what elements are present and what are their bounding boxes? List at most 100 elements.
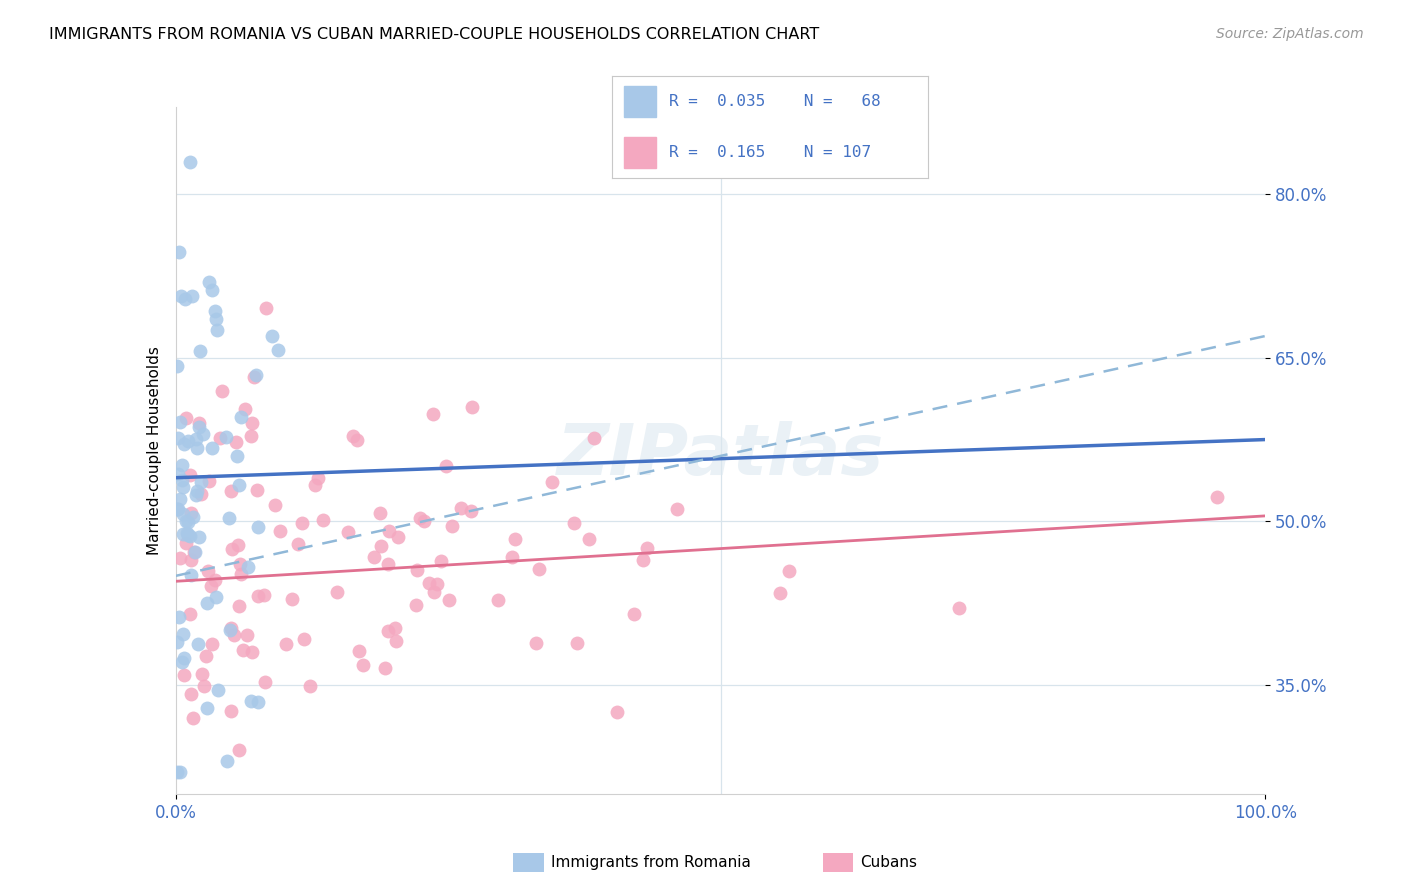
Text: R =  0.035    N =   68: R = 0.035 N = 68 (669, 94, 880, 109)
Point (412, 515, 434, 529)
Point (304, 477, 326, 491)
Point (167, 610, 190, 624)
Point (221, 541, 243, 556)
Point (166, 501, 188, 516)
Point (370, 507, 392, 521)
Point (200, 579, 222, 593)
Point (188, 420, 211, 434)
Point (176, 528, 198, 542)
Point (188, 530, 211, 544)
Point (201, 442, 224, 456)
Point (201, 283, 224, 297)
Point (240, 428, 263, 442)
Point (166, 501, 188, 516)
Point (195, 700, 218, 714)
Text: Immigrants from Romania: Immigrants from Romania (551, 855, 751, 870)
Point (190, 343, 212, 358)
Text: R =  0.165    N = 107: R = 0.165 N = 107 (669, 145, 870, 161)
Point (347, 643, 370, 657)
Point (582, 431, 605, 445)
Point (263, 498, 285, 512)
Point (174, 514, 197, 528)
Point (253, 675, 276, 690)
Point (208, 431, 231, 445)
Point (228, 743, 250, 757)
Point (179, 154, 201, 169)
Point (276, 637, 298, 651)
Point (247, 695, 270, 709)
Point (228, 599, 250, 614)
Point (215, 429, 238, 443)
Point (578, 532, 600, 546)
Point (240, 644, 263, 658)
Point (1206, 490, 1229, 504)
Point (205, 323, 228, 337)
Point (269, 524, 291, 539)
Point (226, 450, 249, 464)
Point (180, 687, 202, 701)
Point (226, 538, 249, 552)
Point (174, 292, 197, 306)
Point (186, 432, 208, 446)
Point (422, 584, 444, 599)
Point (434, 458, 457, 473)
Point (636, 541, 658, 556)
Point (166, 765, 188, 780)
Point (337, 524, 360, 539)
Point (363, 550, 385, 565)
Point (201, 637, 224, 651)
Point (665, 502, 688, 516)
Text: Source: ZipAtlas.com: Source: ZipAtlas.com (1216, 27, 1364, 41)
Point (778, 564, 800, 578)
Text: Cubans: Cubans (860, 855, 918, 870)
Point (342, 429, 364, 443)
Point (378, 524, 401, 539)
Point (211, 384, 233, 399)
Point (228, 478, 250, 492)
Point (633, 553, 655, 567)
Point (172, 627, 194, 641)
Point (167, 244, 190, 259)
Point (181, 510, 204, 524)
Point (193, 679, 215, 693)
Point (166, 431, 188, 445)
Point (172, 526, 194, 541)
FancyBboxPatch shape (624, 87, 655, 117)
Point (187, 417, 209, 431)
Point (170, 289, 193, 303)
Point (180, 553, 202, 567)
Point (174, 536, 197, 550)
Point (186, 484, 208, 499)
Point (181, 289, 204, 303)
Point (179, 468, 201, 483)
Point (460, 400, 482, 414)
Point (229, 410, 252, 425)
Point (169, 765, 191, 780)
Point (233, 402, 256, 417)
Point (173, 668, 195, 682)
Point (422, 407, 444, 421)
Point (197, 564, 219, 578)
Point (312, 513, 335, 527)
Point (253, 588, 276, 602)
Point (166, 467, 188, 482)
Point (166, 635, 188, 649)
Point (221, 621, 243, 635)
Point (247, 520, 270, 534)
Point (430, 554, 453, 568)
Point (195, 596, 218, 610)
Point (246, 590, 269, 604)
Point (287, 537, 309, 551)
Point (246, 483, 269, 497)
Point (187, 637, 209, 651)
Point (267, 343, 290, 357)
Point (437, 593, 460, 607)
Point (254, 301, 277, 315)
Point (299, 680, 322, 694)
Point (229, 558, 252, 572)
Point (169, 415, 191, 429)
Point (170, 656, 193, 670)
Point (281, 592, 304, 607)
Point (219, 704, 242, 718)
Point (172, 458, 194, 472)
